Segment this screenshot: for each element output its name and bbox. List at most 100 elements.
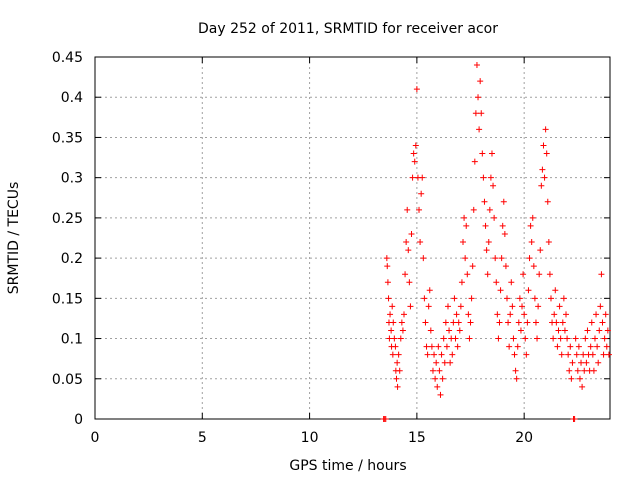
x-tick-labels: 0 5 10 15 20 <box>91 430 534 446</box>
y-tick-label: 0.45 <box>52 50 83 66</box>
data-point <box>401 311 407 318</box>
data-point <box>460 239 467 246</box>
data-point <box>454 343 461 350</box>
data-point <box>542 126 549 133</box>
data-point <box>510 335 517 342</box>
data-point <box>421 295 428 302</box>
data-point <box>560 295 567 302</box>
data-point <box>435 343 442 350</box>
data-point <box>603 343 610 350</box>
data-point <box>513 375 520 382</box>
data-point <box>403 239 410 246</box>
data-point <box>449 351 456 358</box>
data-point <box>468 295 475 302</box>
data-point <box>598 271 605 278</box>
data-point <box>493 279 500 286</box>
data-point <box>472 110 479 117</box>
data-point <box>530 263 537 270</box>
data-point <box>387 311 394 318</box>
data-point <box>457 303 464 310</box>
data-point <box>452 335 459 342</box>
data-point <box>576 375 583 382</box>
data-point <box>413 86 420 93</box>
y-tick-labels: 0 0.05 0.1 0.15 0.2 0.25 0.3 0.35 0.4 0.45 <box>52 50 83 428</box>
data-point <box>558 351 565 358</box>
data-point <box>525 287 532 294</box>
axis-ticks <box>94 56 610 420</box>
data-point <box>450 319 457 326</box>
data-point <box>492 255 499 262</box>
data-point <box>485 239 492 246</box>
data-point <box>571 416 578 422</box>
data-point <box>539 166 546 173</box>
y-tick-label: 0.35 <box>52 130 83 146</box>
data-point <box>490 182 497 189</box>
data-point <box>426 287 433 294</box>
data-point <box>391 335 398 342</box>
data-point <box>385 295 392 302</box>
grid <box>95 57 610 419</box>
data-point <box>582 335 589 342</box>
data-point <box>425 303 432 310</box>
data-point <box>551 311 558 318</box>
data-point <box>572 335 579 342</box>
data-point <box>397 335 404 342</box>
data-point <box>441 359 448 366</box>
data-point <box>394 359 401 366</box>
y-tick-label: 0.25 <box>52 211 83 227</box>
data-point <box>417 239 424 246</box>
data-point <box>424 351 431 358</box>
data-point <box>443 343 450 350</box>
data-point <box>515 319 522 326</box>
data-point <box>601 335 608 342</box>
data-point <box>505 319 512 326</box>
data-point <box>559 319 566 326</box>
data-point <box>524 319 531 326</box>
data-point <box>561 327 568 334</box>
data-point <box>521 311 528 318</box>
data-point <box>595 359 602 366</box>
data-point <box>506 343 513 350</box>
data-point <box>569 359 576 366</box>
x-tick-label: 20 <box>515 430 533 446</box>
data-point <box>478 110 485 117</box>
data-point <box>440 335 447 342</box>
data-point <box>575 343 582 350</box>
data-point <box>516 295 523 302</box>
data-point <box>491 214 498 221</box>
data-point <box>480 174 487 181</box>
data-point <box>602 311 609 318</box>
data-point <box>580 351 587 358</box>
data-point <box>419 174 426 181</box>
y-tick-label: 0.3 <box>61 171 83 187</box>
data-point <box>446 327 453 334</box>
data-point <box>389 303 396 310</box>
data-point <box>464 271 471 278</box>
data-point <box>535 303 542 310</box>
data-point <box>475 94 482 101</box>
data-point <box>554 343 561 350</box>
data-point <box>416 206 423 213</box>
x-axis-label: GPS time / hours <box>289 458 406 474</box>
data-point <box>504 295 510 302</box>
data-point <box>486 206 493 213</box>
data-point <box>534 335 541 342</box>
data-point <box>523 351 530 358</box>
data-point <box>469 263 476 270</box>
data-point <box>517 327 524 334</box>
data-point <box>382 416 389 422</box>
data-point <box>594 343 601 350</box>
data-point <box>428 343 435 350</box>
data-point <box>437 391 444 398</box>
data-point <box>522 335 529 342</box>
plot-frame <box>94 56 611 420</box>
data-point <box>591 335 598 342</box>
data-point <box>438 351 445 358</box>
data-point <box>501 230 508 237</box>
data-point <box>402 271 409 278</box>
data-point <box>566 367 573 374</box>
y-tick-label: 0.05 <box>52 372 83 388</box>
data-point <box>593 311 600 318</box>
data-point <box>557 335 564 342</box>
data-point <box>453 311 460 318</box>
